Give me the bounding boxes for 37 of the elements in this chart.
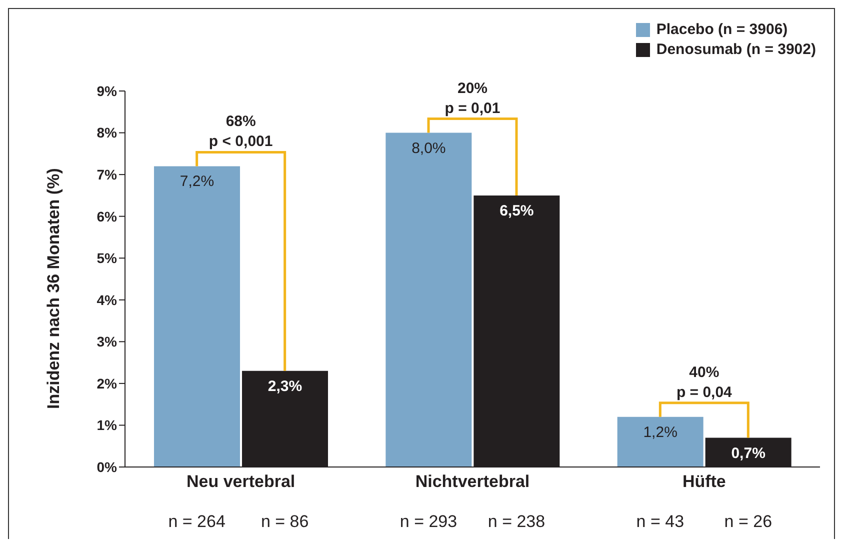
y-tick-label: 2% xyxy=(96,375,118,392)
text: n = 26 xyxy=(724,512,772,531)
bar xyxy=(154,166,240,467)
data-label: 6,5% xyxy=(500,202,534,220)
annotation: 68% xyxy=(226,113,256,130)
annotation: p = 0,01 xyxy=(444,100,500,117)
y-tick-label: 5% xyxy=(96,250,118,266)
data-label: 2,3% xyxy=(268,378,302,395)
annotation: p = 0,04 xyxy=(676,384,733,401)
y-tick-label: 4% xyxy=(96,292,118,308)
y-tick-label: 6% xyxy=(96,208,118,224)
bar xyxy=(386,132,472,467)
y-tick-label: 8% xyxy=(96,124,118,141)
text: n = 264 xyxy=(168,512,226,531)
annotation: 20% xyxy=(457,80,488,97)
y-axis-title: Inzidenz nach 36 Monaten (%) xyxy=(44,168,64,409)
data-label: 8,0% xyxy=(412,140,446,157)
annotation: p < 0,001 xyxy=(208,133,273,150)
y-tick-label: 3% xyxy=(96,334,118,350)
y-tick-label: 0% xyxy=(96,458,118,475)
data-label: 0,7% xyxy=(731,444,766,462)
bar xyxy=(617,416,704,467)
x-tick-label: Hüfte xyxy=(682,472,726,492)
legend-label: Placebo (n = 3906) xyxy=(656,21,788,38)
text: n = 43 xyxy=(636,512,684,531)
x-tick-label: Nichtvertebral xyxy=(415,472,530,492)
y-tick-label: 1% xyxy=(96,417,118,434)
data-label: 7,2% xyxy=(180,173,214,190)
y-tick-label: 9% xyxy=(96,82,118,99)
legend-label: Denosumab (n = 3902) xyxy=(656,41,816,58)
text: n = 293 xyxy=(400,512,458,531)
annotation: 40% xyxy=(689,364,720,381)
data-label: 1,2% xyxy=(643,424,678,441)
y-tick-label: 7% xyxy=(96,166,118,183)
x-tick-label: Neu vertebral xyxy=(186,472,296,492)
text: n = 86 xyxy=(260,512,309,531)
text: n = 238 xyxy=(488,512,546,531)
